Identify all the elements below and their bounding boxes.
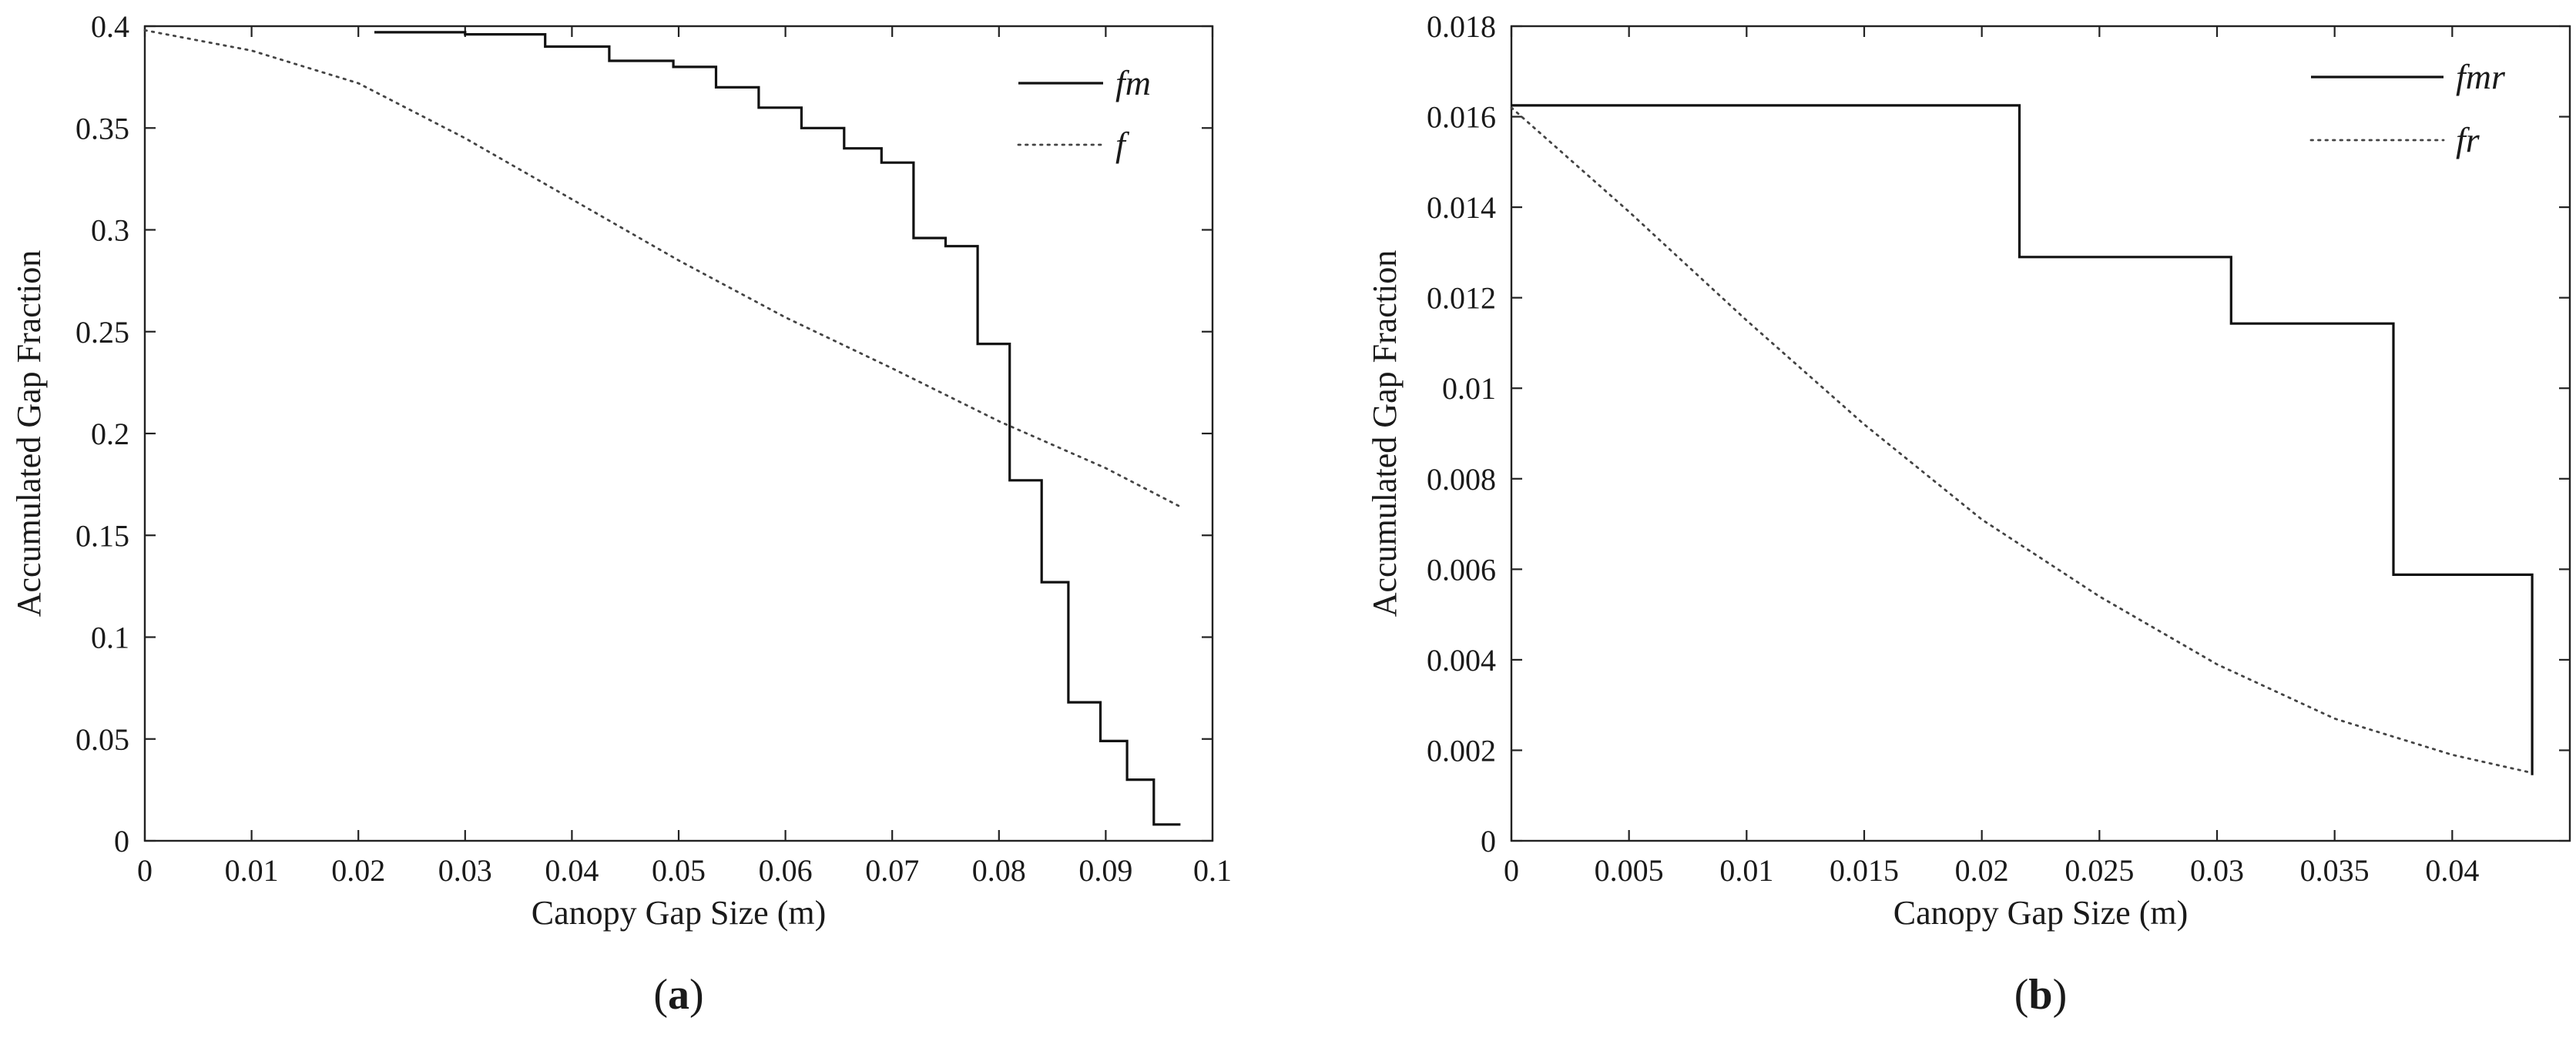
legend-label-fm: fm: [1115, 63, 1151, 102]
y-tick-label: 0: [114, 824, 129, 859]
y-tick-label: 0.01: [1442, 371, 1496, 406]
y-tick-label: 0.004: [1427, 643, 1496, 678]
panel-label: (a): [653, 971, 703, 1019]
x-tick-label: 0.03: [438, 853, 492, 888]
plot-frame: [143, 25, 1214, 842]
x-tick-label: 0.08: [972, 853, 1026, 888]
x-tick-label: 0.01: [1719, 853, 1773, 888]
y-tick-label: 0.25: [75, 315, 129, 350]
y-tick-label: 0.15: [75, 518, 129, 553]
x-tick-label: 0: [1504, 853, 1519, 888]
y-tick-label: 0.006: [1427, 552, 1496, 587]
x-tick-label: 0.04: [2425, 853, 2479, 888]
chart-panel-a: 0 0.01 0.02 0.03 0.04 0.05 0.06 0.07 0.08 0.09 0.1…: [10, 9, 1232, 1019]
x-tick-label: 0.01: [225, 853, 279, 888]
y-tick-label: 0.016: [1427, 100, 1496, 135]
x-tick-label: 0.07: [865, 853, 919, 888]
y-tick-label: 0.1: [91, 621, 129, 655]
series-line-f: [143, 28, 1182, 508]
x-tick-label: 0.03: [2190, 853, 2244, 888]
x-tick-label: 0.005: [1595, 853, 1664, 888]
chart-panel-b: 0 0.005 0.01 0.015 0.02 0.025 0.03 0.035 0.04 0 0.…: [1366, 9, 2571, 1019]
legend-label-fr: fr: [2456, 120, 2480, 159]
y-tick-label: 0.014: [1427, 190, 1496, 225]
y-tick-label: 0.012: [1427, 281, 1496, 316]
x-axis-title: Canopy Gap Size (m): [532, 894, 826, 932]
y-tick-label: 0.4: [91, 9, 129, 44]
x-tick-label: 0.1: [1193, 853, 1232, 888]
y-tick-label: 0.35: [75, 111, 129, 146]
plot-frame: [1510, 25, 2571, 842]
x-tick-label: 0.02: [331, 853, 385, 888]
x-tick-label: 0.04: [545, 853, 599, 888]
x-axis-title: Canopy Gap Size (m): [1893, 894, 2188, 932]
x-tick-label: 0.015: [1830, 853, 1899, 888]
x-tick-label: 0.05: [652, 853, 706, 888]
x-tick-label: 0.035: [2300, 853, 2370, 888]
x-tick-label: 0: [137, 853, 153, 888]
y-axis-title: Accumulated Gap Fraction: [1366, 250, 1404, 618]
y-axis-title: Accumulated Gap Fraction: [10, 250, 48, 618]
x-tick-label: 0.025: [2064, 853, 2134, 888]
y-tick-label: 0: [1481, 824, 1496, 859]
legend-label-f: f: [1115, 125, 1130, 164]
y-tick-label: 0.05: [75, 722, 129, 757]
x-tick-label: 0.06: [759, 853, 813, 888]
legend-label-fmr: fmr: [2456, 57, 2506, 96]
x-tick-label: 0.09: [1078, 853, 1132, 888]
series-line-fm: [374, 31, 1181, 826]
y-tick-label: 0.2: [91, 417, 129, 451]
y-tick-label: 0.3: [91, 213, 129, 248]
x-tick-label: 0.02: [1955, 853, 2009, 888]
y-tick-label: 0.008: [1427, 462, 1496, 497]
y-tick-label: 0.018: [1427, 9, 1496, 44]
panel-label: (b): [2014, 971, 2067, 1019]
series-line-fr: [1510, 106, 2534, 775]
series-line-fmr: [1511, 104, 2534, 775]
y-tick-label: 0.002: [1427, 733, 1496, 768]
